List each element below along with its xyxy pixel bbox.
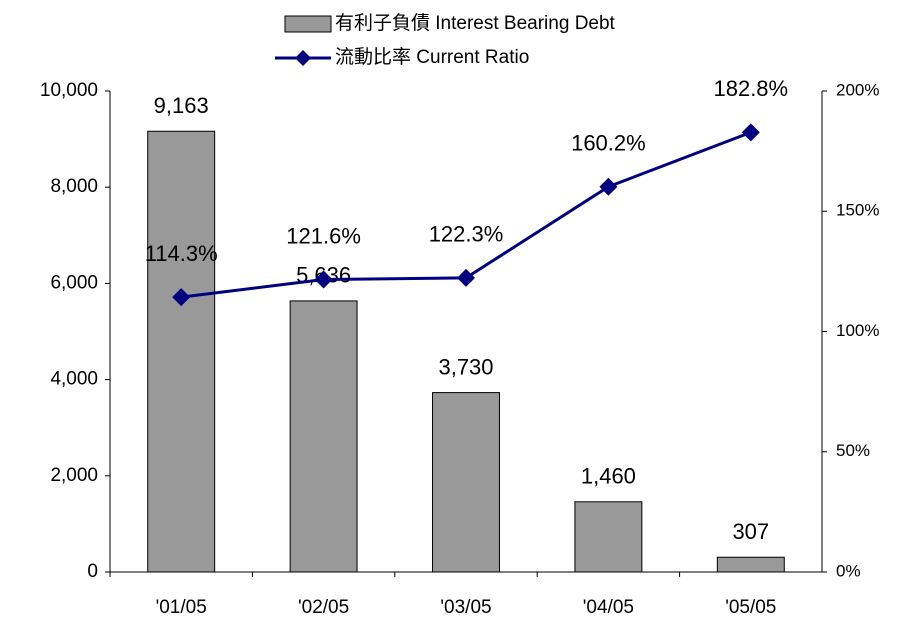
bar	[574, 501, 643, 573]
y2-tick-label: 50%	[836, 441, 870, 460]
x-tick-label: '04/05	[583, 597, 634, 618]
y-tick-label: 10,000	[40, 80, 98, 101]
y2-tick-label: 200%	[836, 80, 879, 99]
x-tick-label: '05/05	[725, 597, 776, 618]
bar-value-label: 3,730	[438, 354, 493, 379]
bar-value-label: 9,163	[154, 93, 209, 118]
bar-value-label: 1,460	[581, 464, 636, 489]
x-tick-label: '03/05	[440, 597, 491, 618]
line-marker	[314, 270, 333, 289]
line-marker	[457, 268, 475, 287]
y-tick-label: 2,000	[50, 465, 98, 486]
legend-swatch	[284, 15, 332, 33]
y2-tick-label: 0%	[836, 561, 861, 580]
bar	[432, 392, 500, 573]
legend-marker	[295, 50, 311, 66]
x-tick-label: '02/05	[298, 597, 349, 618]
line-value-label: 121.6%	[286, 223, 361, 248]
line-marker	[172, 288, 191, 307]
bar-value-label: 307	[732, 519, 769, 544]
y-tick-label: 0	[87, 561, 98, 582]
line-marker	[599, 177, 618, 196]
bar	[289, 300, 358, 573]
y-tick-label: 6,000	[50, 272, 98, 293]
line-value-label: 114.3%	[145, 241, 218, 266]
line-value-label: 160.2%	[571, 131, 646, 156]
y-tick-label: 8,000	[50, 176, 98, 197]
y2-tick-label: 150%	[836, 201, 879, 220]
legend-label: 流動比率 Current Ratio	[335, 46, 529, 68]
line-value-label: 182.8%	[713, 76, 788, 101]
y2-tick-label: 100%	[836, 321, 879, 340]
line-value-label: 122.3%	[429, 222, 504, 247]
x-tick-label: '01/05	[156, 597, 207, 618]
bar	[147, 130, 216, 573]
y-tick-label: 4,000	[50, 369, 98, 390]
bar	[716, 556, 785, 573]
line-marker	[741, 123, 760, 142]
legend-label: 有利子負債 Interest Bearing Debt	[335, 12, 616, 34]
